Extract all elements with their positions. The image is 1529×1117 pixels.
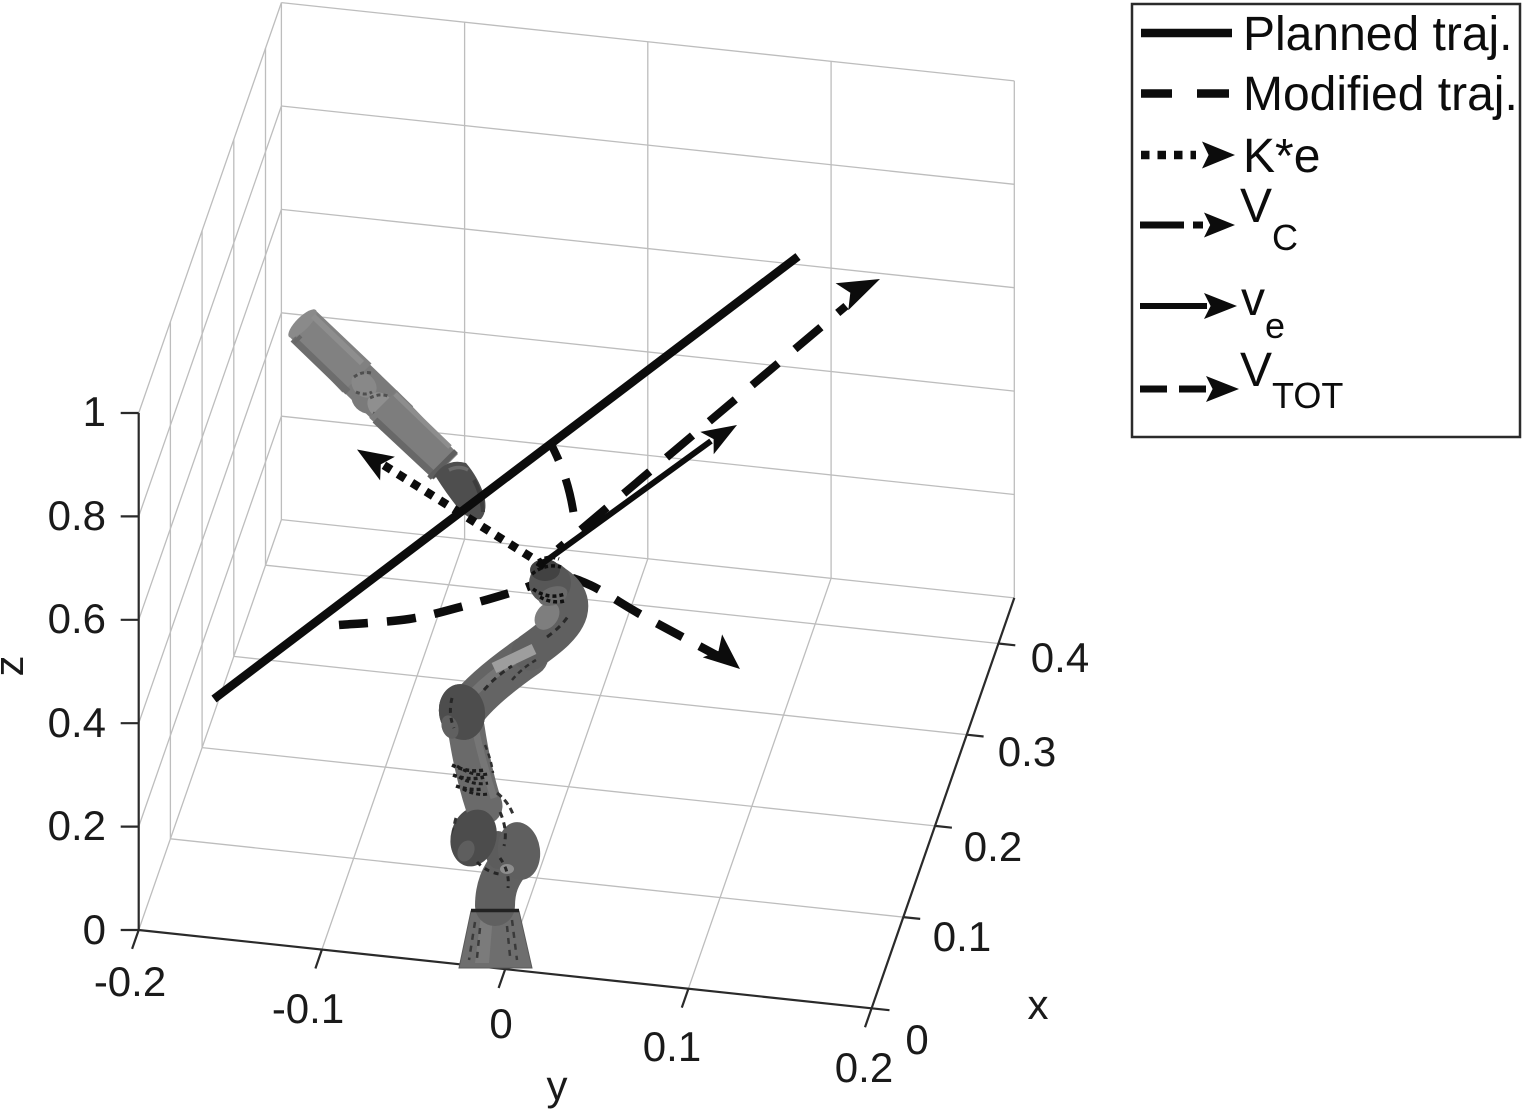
svg-text:0.1: 0.1 <box>933 913 991 960</box>
svg-text:0.6: 0.6 <box>48 595 106 642</box>
svg-text:0.3: 0.3 <box>998 728 1056 775</box>
svg-text:0: 0 <box>83 906 106 953</box>
svg-text:0: 0 <box>489 1000 512 1047</box>
svg-text:K*e: K*e <box>1243 130 1320 183</box>
svg-text:0: 0 <box>905 1016 928 1063</box>
svg-text:-0.2: -0.2 <box>94 958 166 1005</box>
svg-text:0.4: 0.4 <box>1031 634 1089 681</box>
svg-text:x: x <box>1028 981 1049 1028</box>
svg-text:-0.1: -0.1 <box>272 985 344 1032</box>
svg-text:0.1: 0.1 <box>643 1023 701 1070</box>
svg-text:1: 1 <box>83 388 106 435</box>
svg-text:z: z <box>0 656 32 677</box>
svg-text:Modified traj.: Modified traj. <box>1243 68 1518 121</box>
svg-text:0.2: 0.2 <box>835 1044 893 1091</box>
svg-text:0.2: 0.2 <box>964 823 1022 870</box>
svg-text:0.8: 0.8 <box>48 492 106 539</box>
svg-text:0.4: 0.4 <box>48 699 106 746</box>
svg-text:0.2: 0.2 <box>48 802 106 849</box>
svg-text:y: y <box>547 1062 568 1109</box>
svg-text:Planned traj.: Planned traj. <box>1243 8 1513 61</box>
